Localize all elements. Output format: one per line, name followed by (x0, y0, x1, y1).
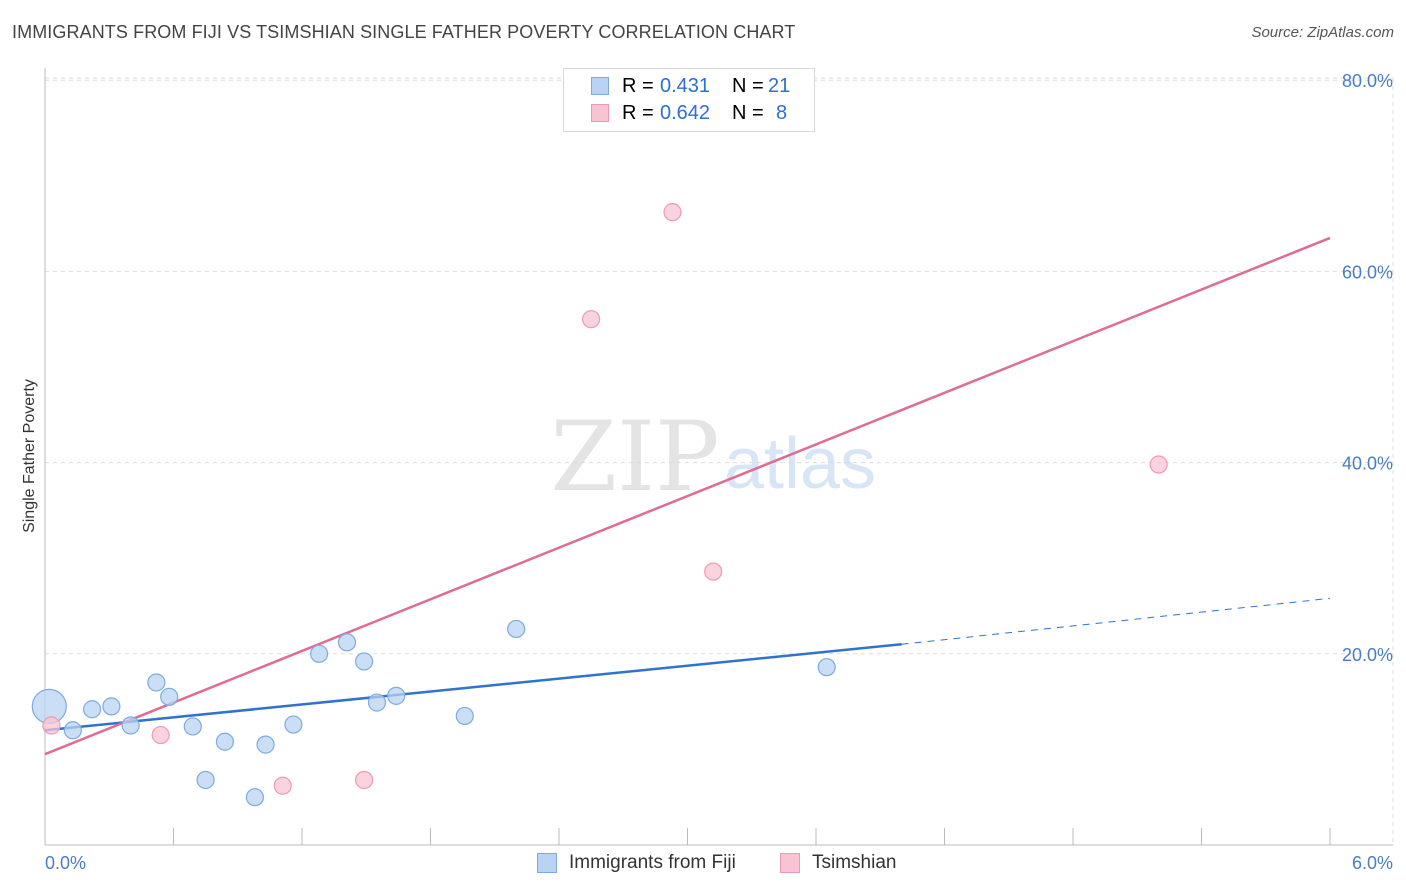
data-point-tsimshian (704, 562, 723, 581)
data-point-tsimshian (355, 770, 374, 790)
chart-title: IMMIGRANTS FROM FIJI VS TSIMSHIAN SINGLE… (12, 22, 796, 42)
grid-layer (45, 77, 1395, 845)
data-point-fiji (256, 735, 275, 754)
data-point-tsimshian (151, 725, 170, 745)
trend-line-fiji (44, 642, 902, 732)
watermark: ZIP atlas (550, 401, 876, 513)
data-point-fiji (284, 715, 303, 734)
axis-layer (44, 68, 1393, 846)
data-point-fiji (83, 700, 102, 719)
data-point-fiji (147, 673, 166, 692)
data-point-fiji (455, 706, 474, 726)
data-point-tsimshian (1149, 455, 1168, 474)
data-point-fiji (367, 693, 387, 712)
data-point-fiji (337, 633, 357, 652)
data-point-fiji (507, 619, 526, 639)
legend-n-label: N = (732, 102, 764, 124)
label-layer: Single Father Poverty 20.0%40.0%60.0%80.… (21, 71, 1393, 873)
data-point-fiji (310, 644, 329, 663)
y-tick-label: 40.0% (1342, 454, 1393, 474)
legend-swatch-tsimshian (591, 104, 609, 122)
legend-swatch-fiji (591, 77, 609, 95)
data-point-fiji (387, 686, 406, 705)
data-point-fiji (63, 721, 82, 740)
y-axis-label: Single Father Poverty (21, 379, 38, 533)
series-label-fiji: Immigrants from Fiji (569, 852, 736, 873)
data-point-fiji (183, 717, 202, 736)
data-point-fiji (817, 658, 836, 677)
trend-line-tsimshian (44, 236, 1331, 756)
chart-source: Source: ZipAtlas.com (1251, 24, 1394, 41)
legend-r-value: 0.642 (660, 102, 711, 124)
x-tick-label: 0.0% (45, 853, 86, 873)
series-swatch-tsimshian (780, 853, 800, 873)
legend-r-label: R = (622, 102, 654, 124)
legend-n-label: N = (732, 75, 764, 97)
trend-line-fiji-extension (901, 597, 1331, 645)
legend-r-value: 0.431 (660, 75, 711, 97)
data-point-fiji (196, 770, 215, 790)
legend-n-value: 8 (776, 102, 788, 124)
watermark-zip: ZIP (550, 401, 719, 513)
point-layer (31, 203, 1168, 807)
data-point-fiji (355, 652, 374, 671)
correlation-legend: R = 0.431 N = 21 R = 0.642 N = 8 (563, 68, 815, 132)
y-tick-label: 60.0% (1342, 262, 1393, 282)
data-point-tsimshian (582, 310, 601, 329)
watermark-atlas: atlas (724, 424, 876, 504)
y-tick-label: 80.0% (1342, 71, 1393, 91)
data-point-fiji (160, 687, 179, 706)
x-tick-label: 6.0% (1352, 853, 1393, 873)
legend-r-label: R = (622, 75, 654, 97)
trend-layer (44, 236, 1331, 756)
data-point-fiji (121, 716, 140, 735)
data-point-tsimshian (273, 776, 292, 795)
legend-n-value: 21 (768, 75, 791, 97)
series-swatch-fiji (537, 853, 557, 873)
data-point-tsimshian (663, 203, 682, 222)
y-tick-label: 20.0% (1342, 645, 1393, 665)
data-point-tsimshian (42, 716, 61, 735)
data-point-fiji (245, 788, 264, 807)
series-label-tsimshian: Tsimshian (812, 852, 897, 873)
data-point-fiji (215, 732, 234, 751)
data-point-fiji (102, 697, 121, 716)
